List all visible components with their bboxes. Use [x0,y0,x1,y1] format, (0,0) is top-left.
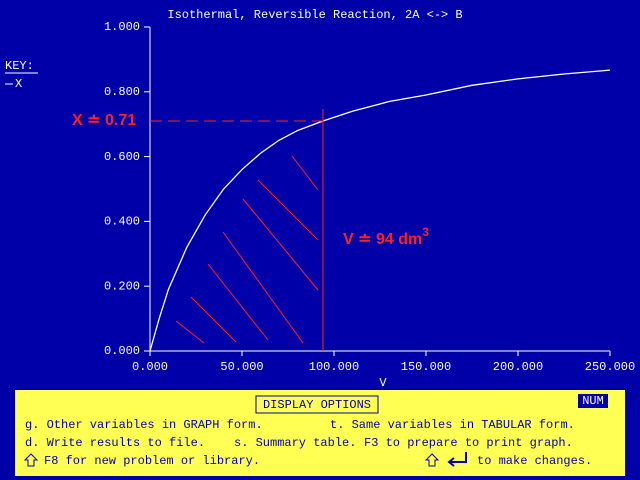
x-tick-label: 0.000 [132,360,168,374]
options-panel [15,390,625,476]
legend-title: KEY: [5,59,34,73]
option[interactable]: t. Same variables in TABULAR form. [330,418,575,432]
option[interactable]: g. Other variables in GRAPH form. [25,418,263,432]
option[interactable]: F3 to prepare to print graph. [364,436,573,450]
area-hatch [175,155,319,344]
num-indicator [578,394,608,408]
chart-title: Isothermal, Reversible Reaction, 2A <-> … [167,8,462,22]
legend-entry: X [15,77,22,91]
x-tick-label: 200.000 [493,360,543,374]
y-tick-label: 0.200 [104,279,140,293]
y-tick-label: 0.800 [104,85,140,99]
option[interactable]: F8 for new problem or library. [44,454,260,468]
option[interactable]: d. Write results to file. [25,436,205,450]
v-annotation-text: V ≐ 94 dm [343,231,422,248]
v-annotation-sup: 3 [422,225,429,239]
option[interactable]: s. Summary table. [234,436,356,450]
options-title: DISPLAY OPTIONS [263,398,371,412]
option[interactable]: to make changes. [477,454,592,468]
x-tick-label: 150.000 [401,360,451,374]
x-axis-label: V [379,376,387,390]
data-line [149,69,611,352]
y-tick-label: 0.600 [104,150,140,164]
shift-icon [23,453,39,467]
options-title-box [255,395,379,414]
x-tick-label: 50.000 [220,360,263,374]
y-tick-label: 0.400 [104,215,140,229]
num-indicator-text: NUM [582,394,604,408]
y-tick-label: 0.000 [104,344,140,358]
y-tick-label: 1.000 [104,20,140,34]
x-tick-label: 250.000 [585,360,635,374]
v-annotation: V ≐ 94 dm3 [343,225,429,248]
x-annotation: X ≐ 0.71 [72,112,136,129]
shift-icon [424,453,440,467]
enter-icon [447,452,467,467]
x-tick-label: 100.000 [309,360,359,374]
